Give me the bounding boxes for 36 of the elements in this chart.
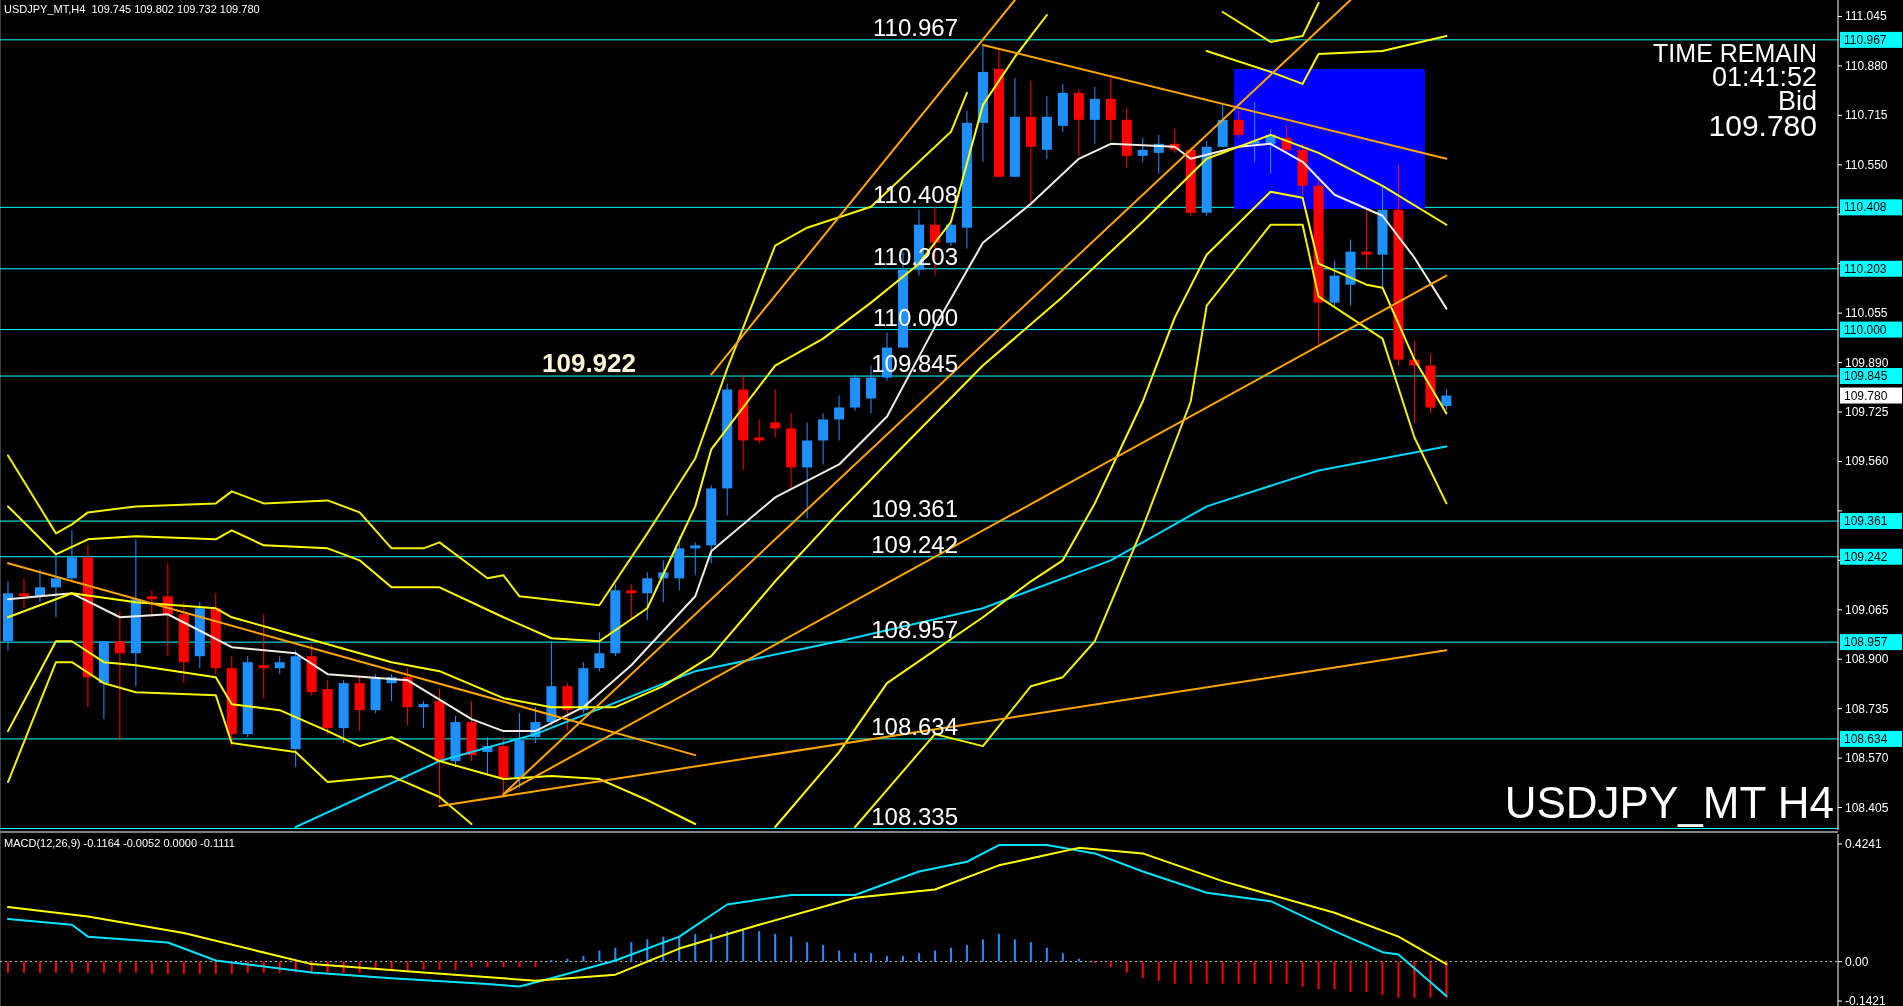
y-tick-label: 110.715 — [1845, 108, 1888, 123]
y-tick-label: 109.560 — [1845, 454, 1889, 469]
text: 109.242 — [1844, 549, 1888, 564]
y-tick-label: 0.4241 — [1845, 836, 1883, 851]
chart-title: MACD(12,26,9) -0.1164 -0.0052 0.0000 -0.1111 — [4, 837, 235, 849]
y-tick-label: 108.735 — [1845, 701, 1889, 716]
text: 108.634 — [1844, 731, 1888, 746]
y-tick-label: 109.065 — [1845, 602, 1889, 617]
text: 108.957 — [1844, 635, 1888, 650]
annotation: 109.922 — [542, 348, 636, 378]
y-tick-label: 0.00 — [1845, 954, 1869, 969]
text: 109.361 — [1844, 514, 1888, 529]
y-tick-label: 109.890 — [1845, 355, 1889, 370]
y-tick-label: 108.405 — [1845, 800, 1889, 815]
annotation: TIME REMAIN — [1653, 39, 1817, 67]
text: 110.000 — [1844, 322, 1887, 337]
y-tick-label: 108.570 — [1845, 751, 1889, 766]
text: 110.203 — [1844, 261, 1887, 276]
ref-line-label: 110.967 — [873, 13, 958, 41]
annotation: USDJPY_MT H4 — [1504, 778, 1834, 827]
y-tick-label: 110.880 — [1845, 58, 1888, 73]
y-tick-label: -0.1421 — [1845, 994, 1887, 1006]
y-tick-label: 110.055 — [1845, 306, 1888, 321]
ref-line-label: 109.242 — [871, 530, 958, 558]
y-tick-label: 111.045 — [1845, 9, 1887, 24]
text: 110.408 — [1844, 200, 1887, 215]
text: 110.967 — [1844, 32, 1887, 47]
y-tick-label: 110.550 — [1845, 157, 1888, 172]
ref-line-label: 108.335 — [871, 802, 958, 830]
ref-line-label: 108.634 — [871, 712, 958, 740]
y-tick-label: 108.900 — [1845, 652, 1889, 667]
ref-line-label: 109.361 — [871, 495, 958, 523]
chart-title: USDJPY_MT,H4 109.745 109.802 109.732 109.780 — [4, 3, 260, 15]
y-tick-label: 109.725 — [1845, 405, 1889, 419]
text: 109.845 — [1844, 369, 1888, 384]
text: 109.780 — [1844, 388, 1888, 403]
